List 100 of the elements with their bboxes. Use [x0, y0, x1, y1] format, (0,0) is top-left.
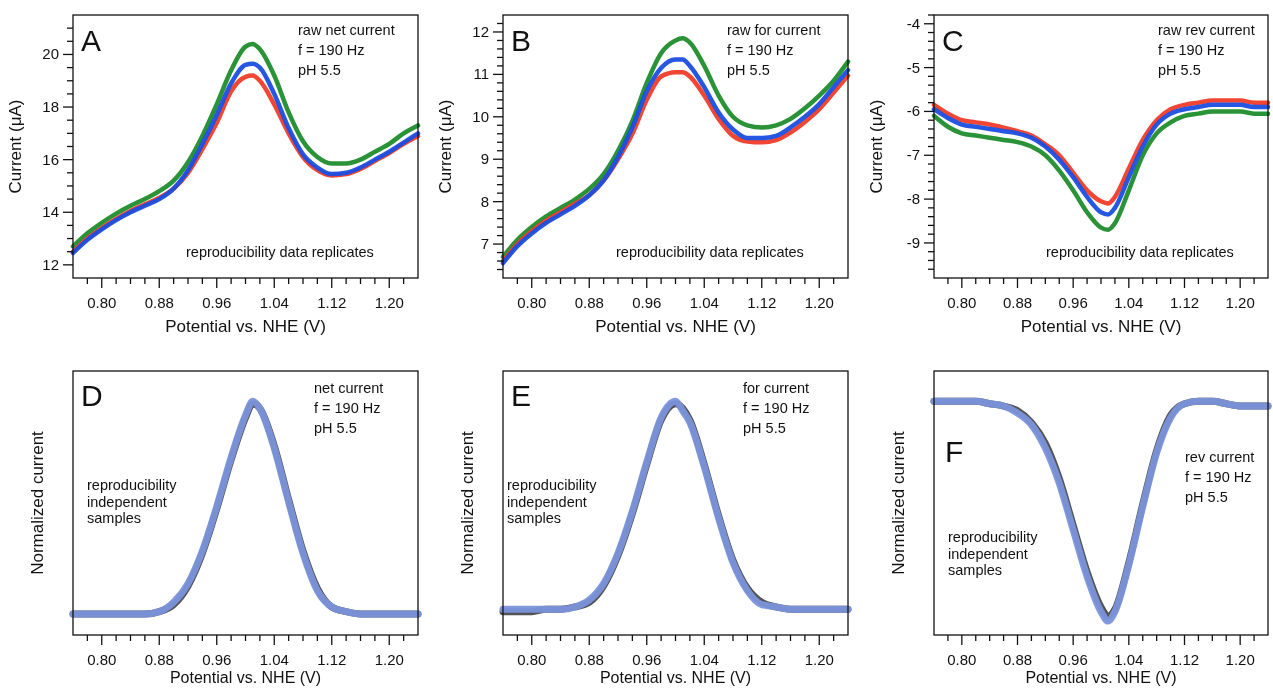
- x-tick-label: 0.80: [87, 294, 117, 311]
- x-tick-label: 1.12: [317, 651, 347, 668]
- x-axis-title: Potential vs. NHE (V): [1020, 317, 1182, 336]
- annotation: f = 190 Hz: [314, 400, 381, 416]
- annotation: pH 5.5: [727, 62, 770, 78]
- annotation: reproducibility data replicates: [186, 244, 374, 260]
- y-tick-label: -4: [906, 14, 920, 32]
- annotation: pH 5.5: [1158, 62, 1201, 78]
- annotation: samples: [87, 510, 141, 526]
- x-tick-label: 0.88: [144, 651, 174, 668]
- y-tick-label: -7: [906, 146, 920, 164]
- x-tick-label: 1.04: [1114, 651, 1144, 668]
- annotation: independent: [87, 493, 167, 510]
- x-tick-label: 1.20: [804, 651, 834, 668]
- y-tick-label: 20: [42, 45, 59, 63]
- x-tick-label: 0.96: [202, 651, 232, 668]
- annotation: raw net current: [298, 22, 395, 38]
- x-tick-label: 1.04: [689, 651, 719, 668]
- text: net current: [314, 380, 384, 396]
- x-tick-label: 1.20: [374, 651, 404, 668]
- annotation: samples: [948, 562, 1002, 578]
- x-tick-label: 1.20: [1225, 294, 1255, 311]
- annotation: pH 5.5: [1185, 489, 1228, 505]
- x-axis-title: Potential vs. NHE (V): [595, 317, 756, 336]
- annotation: f = 190 Hz: [298, 42, 365, 58]
- annotation: raw rev current: [1158, 22, 1255, 38]
- y-tick-label: 7: [480, 235, 489, 253]
- annotation: E: [511, 379, 532, 412]
- x-tick-label: 1.04: [259, 294, 289, 311]
- annotation: f = 190 Hz: [1185, 469, 1252, 485]
- y-tick-label: 11: [473, 65, 489, 83]
- annotation: pH 5.5: [743, 420, 786, 436]
- annotation: rev current: [1185, 449, 1255, 465]
- y-axis-title: Current (μA): [436, 99, 455, 194]
- x-tick-label: 1.20: [804, 294, 834, 311]
- y-axis-title: Normalized current: [889, 430, 908, 575]
- annotation: pH 5.5: [314, 420, 357, 436]
- y-axis-title: Normalized current: [28, 430, 47, 575]
- annotation: reproducibility: [507, 477, 598, 493]
- annotation: C: [942, 24, 964, 57]
- x-tick-label: 0.96: [1058, 294, 1088, 311]
- y-tick-label: -6: [906, 102, 920, 120]
- x-tick-label: 1.12: [1169, 294, 1200, 311]
- y-axis-title: Normalized current: [458, 430, 477, 575]
- y-tick-label: 9: [480, 150, 489, 168]
- annotation: pH 5.5: [298, 62, 341, 78]
- y-tick-label: 10: [472, 107, 489, 125]
- x-tick-label: 1.12: [1169, 651, 1200, 668]
- annotation: reproducibility: [948, 529, 1039, 545]
- x-tick-label: 1.04: [1114, 294, 1144, 311]
- x-tick-label: 0.96: [202, 294, 232, 311]
- annotation: reproducibility data replicates: [616, 244, 804, 260]
- x-axis-title: Potential vs. NHE (V): [165, 317, 326, 336]
- annotation: A: [81, 24, 102, 57]
- x-axis-title: Potential vs. NHE (V): [599, 669, 752, 686]
- x-tick-label: 0.88: [1002, 651, 1033, 668]
- x-tick-label: 0.96: [632, 651, 662, 668]
- x-tick-label: 0.80: [947, 294, 977, 311]
- x-tick-label: 1.20: [1225, 651, 1255, 668]
- y-tick-label: 14: [42, 203, 59, 221]
- x-tick-label: 0.80: [947, 651, 977, 668]
- annotation: independent: [507, 493, 587, 510]
- x-tick-label: 1.12: [747, 651, 777, 668]
- y-tick-label: -5: [906, 58, 920, 76]
- y-axis-title: Current (μA): [867, 99, 886, 194]
- annotation: f = 190 Hz: [743, 400, 810, 416]
- x-tick-label: 0.96: [1058, 651, 1088, 668]
- x-tick-label: 0.80: [517, 294, 547, 311]
- y-tick-label: 12: [472, 22, 489, 40]
- y-tick-label: 12: [42, 255, 59, 273]
- annotation: reproducibility: [87, 477, 178, 493]
- annotation: B: [511, 24, 532, 57]
- x-tick-label: 0.96: [632, 294, 662, 311]
- y-tick-label: 18: [42, 98, 59, 116]
- annotation: f = 190 Hz: [727, 42, 794, 58]
- annotation: raw for current: [727, 22, 821, 38]
- y-tick-label: -9: [906, 233, 920, 251]
- x-tick-label: 0.80: [517, 651, 547, 668]
- annotation: samples: [507, 510, 561, 526]
- annotation: f = 190 Hz: [1158, 42, 1225, 58]
- y-tick-label: -8: [906, 190, 920, 208]
- x-tick-label: 1.04: [689, 294, 719, 311]
- y-tick-label: 8: [480, 192, 489, 210]
- annotation: F: [945, 435, 964, 468]
- x-tick-label: 0.88: [574, 651, 604, 668]
- x-tick-label: 1.04: [259, 651, 289, 668]
- x-axis-title: Potential vs. NHE (V): [169, 669, 322, 686]
- x-tick-label: 1.12: [747, 294, 777, 311]
- annotation: independent: [948, 545, 1028, 562]
- x-axis-title: Potential vs. NHE (V): [1025, 669, 1177, 686]
- x-tick-label: 1.12: [317, 294, 347, 311]
- y-tick-label: 16: [42, 150, 59, 168]
- annotation: D: [81, 379, 103, 412]
- x-tick-label: 1.20: [374, 294, 404, 311]
- x-tick-label: 0.88: [1002, 294, 1033, 311]
- x-tick-label: 0.80: [87, 651, 117, 668]
- annotation: reproducibility data replicates: [1046, 244, 1234, 260]
- x-tick-label: 0.88: [144, 294, 174, 311]
- x-tick-label: 0.88: [574, 294, 604, 311]
- y-axis-title: Current (μA): [6, 99, 25, 194]
